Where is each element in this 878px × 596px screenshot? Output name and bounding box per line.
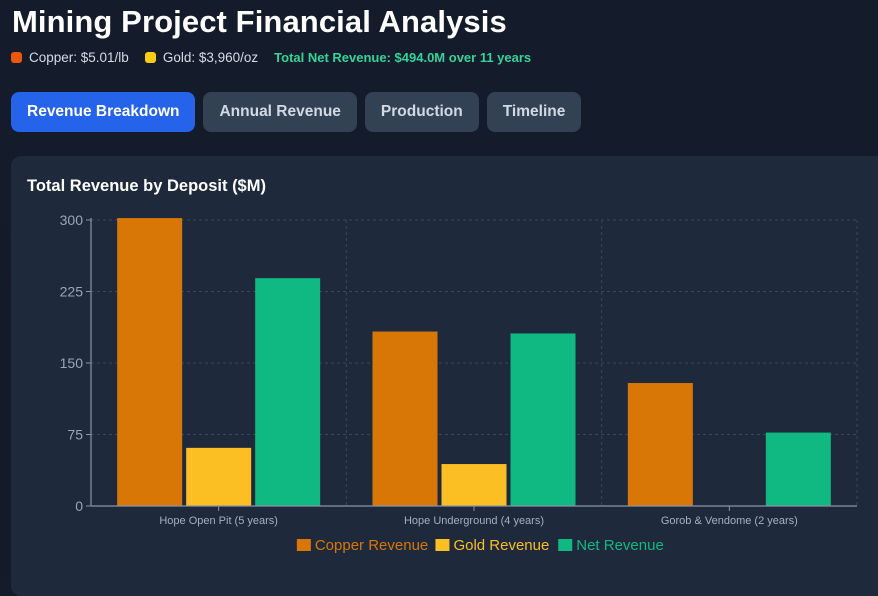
chart-title: Total Revenue by Deposit ($M) [27,177,266,195]
bar-net-revenue-0 [255,278,321,506]
revenue-bar-chart: 0 75 150 225 300 Hope Open Pit (5 years) Hope … [60,212,858,554]
tab-annual-revenue[interactable]: Annual Revenue [203,92,357,132]
price-summary: Copper: $5.01/lb Gold: $3,960/oz Total N… [11,50,531,65]
gold-price: Gold: $3,960/oz [144,50,259,65]
x-tick-label: Hope Underground (4 years) [404,515,544,527]
copper-dot-icon [11,52,22,63]
tab-bar: Revenue Breakdown Annual Revenue Product… [11,92,589,132]
bar-net-revenue-1 [510,333,576,506]
y-tick-label: 0 [75,498,83,514]
bar-net-revenue-2 [765,432,831,506]
legend-swatch-gold-revenue [435,539,450,551]
y-tick-label: 150 [60,355,84,371]
net-revenue-summary: Total Net Revenue: $494.0M over 11 years [274,50,532,65]
bar-copper-revenue-2 [627,383,693,506]
copper-price: Copper: $5.01/lb [11,50,129,65]
bar-copper-revenue-1 [372,331,438,506]
gold-price-label: Gold: $3,960/oz [162,50,259,65]
y-tick-label: 225 [60,284,84,300]
x-tick-label: Gorob & Vendome (2 years) [661,515,798,527]
tab-revenue-breakdown[interactable]: Revenue Breakdown [11,92,196,132]
x-tick-label: Hope Open Pit (5 years) [159,515,278,527]
bar-copper-revenue-0 [117,218,183,507]
tab-production[interactable]: Production [364,92,479,132]
page-title: Mining Project Financial Analysis [12,4,507,39]
y-tick-label: 300 [60,212,84,228]
bar-gold-revenue-0 [186,447,252,506]
legend-label-net-revenue: Net Revenue [576,537,664,554]
y-tick-label: 75 [67,427,83,443]
legend-swatch-net-revenue [558,539,573,551]
chart-panel: Total Revenue by Deposit ($M) 0 75 150 225 3… [11,156,878,596]
tab-timeline[interactable]: Timeline [486,92,582,132]
legend-label-gold-revenue: Gold Revenue [453,537,549,554]
legend-label-copper-revenue: Copper Revenue [315,537,428,554]
gold-dot-icon [144,52,156,63]
copper-price-label: Copper: $5.01/lb [29,50,129,65]
bar-gold-revenue-1 [441,464,507,506]
legend-swatch-copper-revenue [296,539,311,551]
